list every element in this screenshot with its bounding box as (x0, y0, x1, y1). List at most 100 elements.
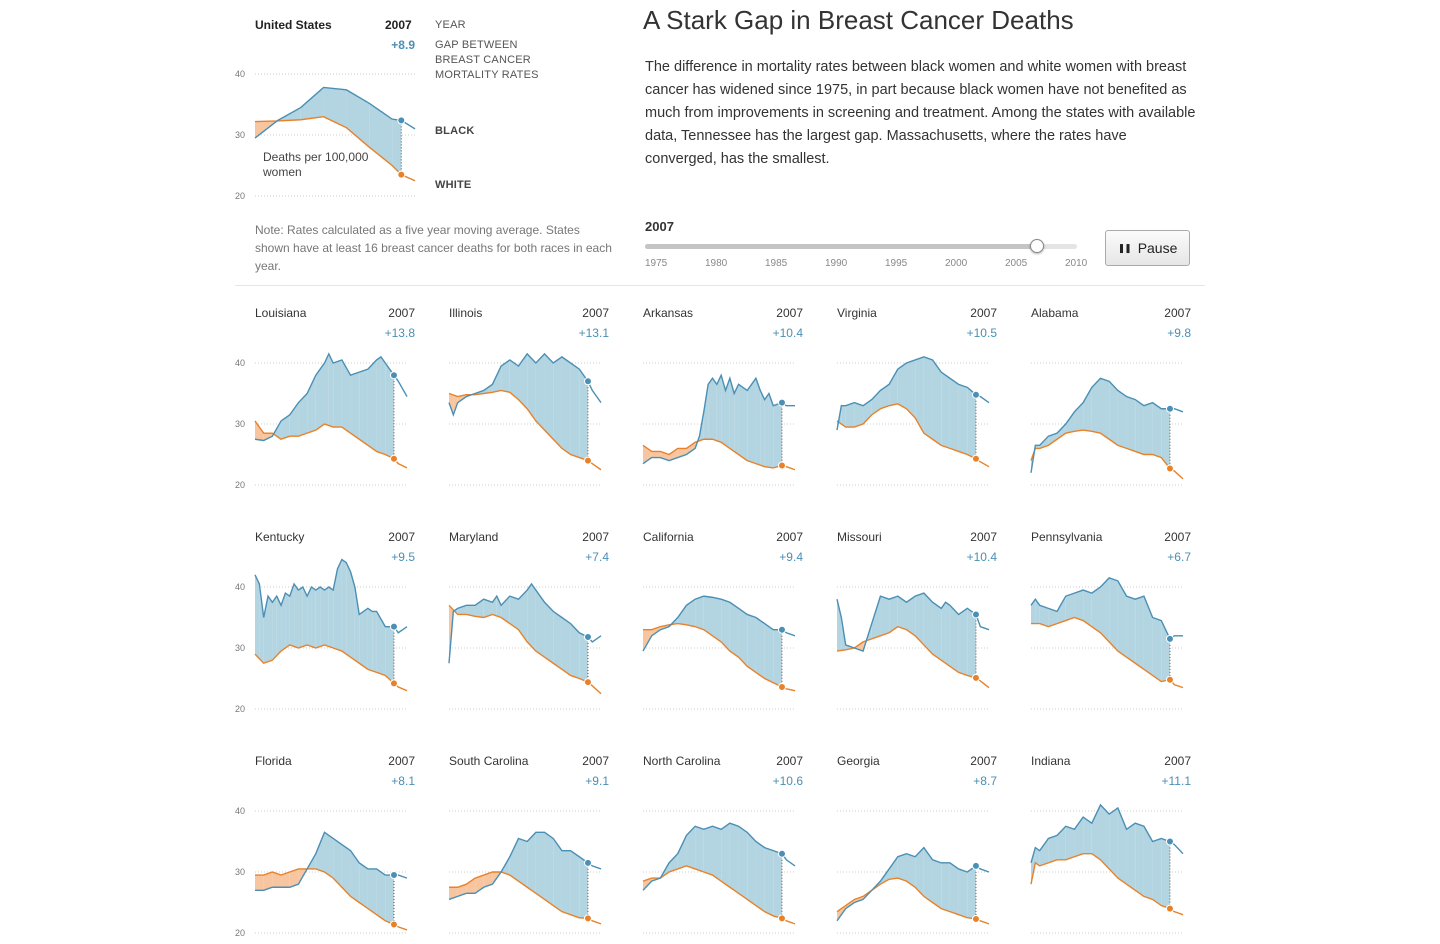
gap-area (1161, 408, 1170, 469)
slider-tick-label: 2010 (1065, 258, 1088, 269)
gap-area (871, 390, 881, 415)
gap-area (1031, 847, 1036, 885)
intro-text: The difference in mortality rates betwee… (645, 59, 1196, 167)
state-name: Illinois (449, 306, 483, 320)
gap-area (703, 826, 713, 876)
gap-area (272, 596, 277, 661)
gap-area (392, 119, 402, 175)
y-axis-tick-label: 40 (235, 69, 245, 79)
white-current-point (777, 461, 786, 470)
gap-area (367, 608, 373, 671)
gap-area (729, 378, 735, 452)
gap-area (350, 850, 360, 903)
gap-area (1100, 577, 1110, 642)
gap-area (729, 602, 739, 658)
gap-area (544, 353, 554, 440)
gap-area (372, 611, 377, 673)
state-gap: +10.6 (772, 774, 803, 788)
black-current-point (777, 849, 786, 858)
gap-area (1091, 587, 1101, 633)
gap-area (773, 629, 782, 688)
gap-area (289, 583, 295, 647)
state-name: Georgia (837, 754, 880, 768)
gap-area (941, 862, 950, 912)
white-current-point (583, 914, 592, 923)
gap-area (738, 384, 748, 461)
gap-area (915, 593, 924, 645)
gap-area (341, 844, 351, 897)
state-area-chart (1030, 362, 1184, 486)
black-series-line (1030, 803, 1184, 864)
gap-area (1091, 378, 1101, 434)
state-area-chart: 20 30 40 (235, 352, 408, 490)
gap-area (1057, 424, 1066, 440)
state-gap: +11.1 (1161, 774, 1191, 788)
slider-tick-label: 2000 (945, 258, 968, 269)
state-gap: +8.7 (973, 774, 997, 788)
gap-area (324, 353, 329, 426)
gap-area (553, 838, 562, 912)
gap-area (492, 366, 502, 393)
gap-area (385, 363, 394, 459)
state-name: Louisiana (255, 306, 307, 320)
gap-area (367, 359, 377, 452)
black-current-point (971, 390, 980, 399)
white-current-point (1165, 675, 1174, 684)
y-axis-tick-label: 20 (235, 480, 245, 490)
gap-area (1135, 823, 1144, 897)
gap-area (496, 596, 502, 618)
gap-area (527, 353, 536, 421)
state-year: 2007 (1164, 530, 1191, 544)
gap-area (255, 875, 264, 891)
gap-area (1083, 817, 1092, 854)
gap-area (923, 847, 933, 903)
gap-area (773, 402, 782, 468)
gap-area (923, 593, 933, 655)
gap-area (531, 583, 536, 652)
gap-area (320, 587, 325, 647)
state-name: Indiana (1031, 754, 1071, 768)
black-series-line (642, 822, 796, 891)
gap-area (333, 838, 342, 888)
state-area-chart (642, 810, 796, 934)
gap-area (492, 872, 502, 885)
gap-area (324, 587, 329, 647)
gap-area (509, 838, 519, 882)
gap-area (376, 356, 381, 453)
white-current-point (389, 454, 398, 463)
state-year: 2007 (776, 306, 803, 320)
black-current-point (1165, 404, 1174, 413)
gap-area (276, 596, 282, 656)
gap-area (721, 599, 730, 652)
gap-area (483, 599, 493, 618)
gap-area (880, 596, 890, 636)
black-series-line (448, 582, 602, 664)
gap-area (906, 853, 916, 888)
black-current-point (389, 871, 398, 880)
state-gap: +10.4 (966, 550, 997, 564)
gap-area (281, 593, 286, 652)
state-name: Kentucky (255, 530, 305, 544)
black-current-point (397, 116, 406, 125)
gap-area (509, 359, 519, 400)
state-gap: +10.4 (772, 326, 803, 340)
state-gap: +13.8 (384, 326, 415, 340)
black-series-line (254, 558, 408, 634)
pause-button[interactable]: ❚❚ Pause (1105, 230, 1190, 266)
gap-area (294, 583, 299, 648)
white-series-line (836, 403, 990, 468)
y-axis-tick-label: 30 (235, 867, 245, 877)
gap-area (385, 626, 394, 684)
gap-area (298, 393, 308, 437)
gap-area (579, 369, 588, 461)
gap-area (1109, 807, 1118, 879)
gap-area (677, 835, 687, 869)
year-slider-handle[interactable] (1030, 239, 1044, 253)
gap-area (315, 363, 325, 431)
y-axis-tick-label: 30 (235, 419, 245, 429)
gap-area (1100, 804, 1110, 869)
white-current-point (971, 454, 980, 463)
state-area-chart (448, 810, 602, 934)
black-current-point (583, 377, 592, 386)
gap-area (1117, 390, 1127, 449)
